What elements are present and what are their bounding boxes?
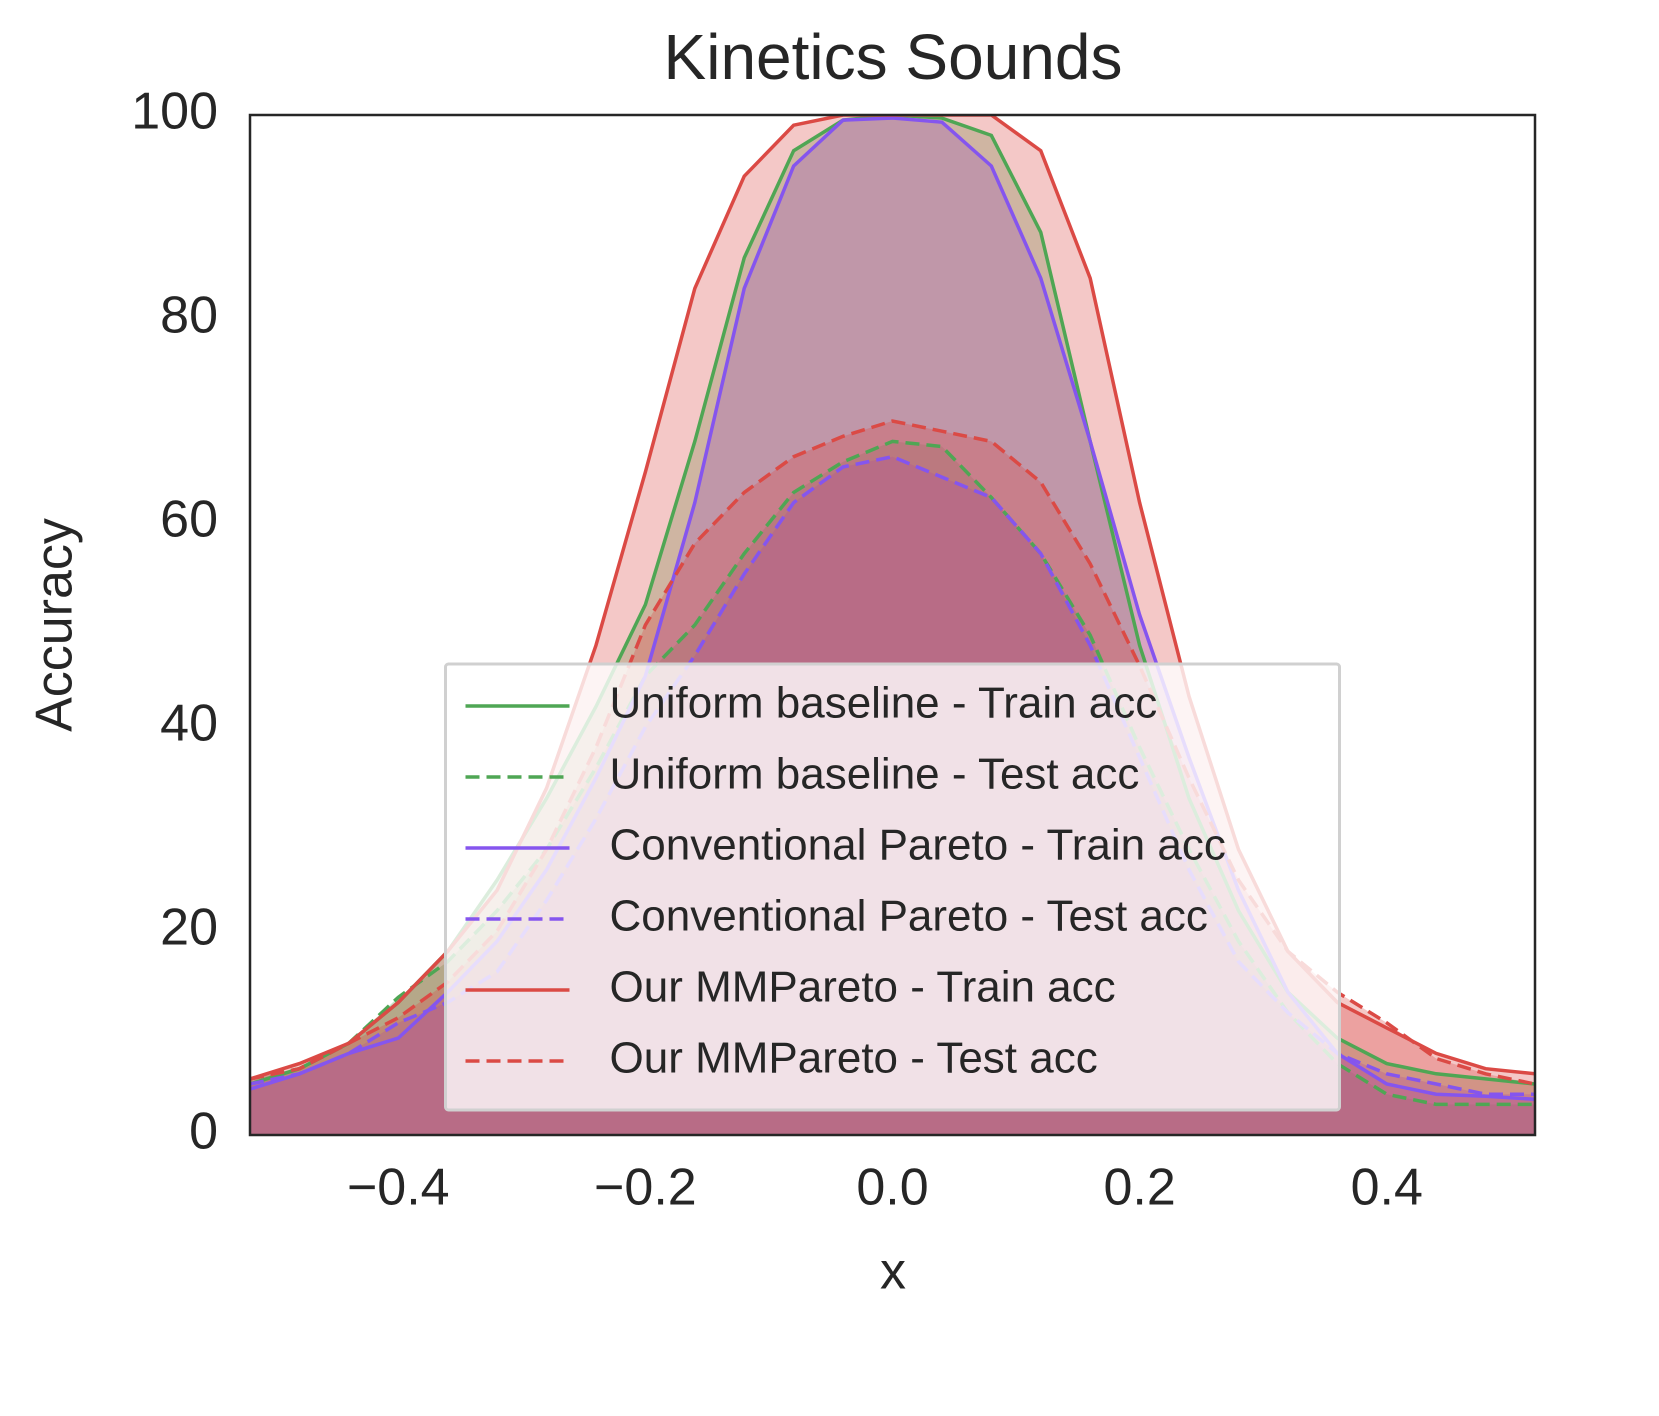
y-tick-label: 0 <box>189 1103 218 1161</box>
legend-label: Our MMPareto - Train acc <box>610 963 1116 1012</box>
legend-label: Conventional Pareto - Test acc <box>610 892 1208 941</box>
x-tick-label: −0.4 <box>347 1159 450 1217</box>
chart-title: Kinetics Sounds <box>664 21 1123 93</box>
x-tick-label: 0.2 <box>1103 1159 1175 1217</box>
x-axis-label: x <box>880 1243 906 1301</box>
legend: Uniform baseline - Train acc Uniform base… <box>444 662 1341 1112</box>
y-tick-label: 40 <box>160 695 218 753</box>
legend-box <box>444 662 1341 1112</box>
legend-label: Our MMPareto - Test acc <box>610 1034 1098 1083</box>
y-tick-label: 100 <box>131 83 218 141</box>
legend-label: Uniform baseline - Test acc <box>610 750 1140 799</box>
y-tick-label: 80 <box>160 287 218 345</box>
x-tick-label: 0.4 <box>1351 1159 1423 1217</box>
y-axis-label: Accuracy <box>26 518 84 732</box>
x-tick-label: −0.2 <box>594 1159 697 1217</box>
legend-label: Conventional Pareto - Train acc <box>610 821 1226 870</box>
y-tick-label: 60 <box>160 491 218 549</box>
y-tick-label: 20 <box>160 899 218 957</box>
x-tick-label: 0.0 <box>856 1159 928 1217</box>
legend-label: Uniform baseline - Train acc <box>610 679 1158 728</box>
